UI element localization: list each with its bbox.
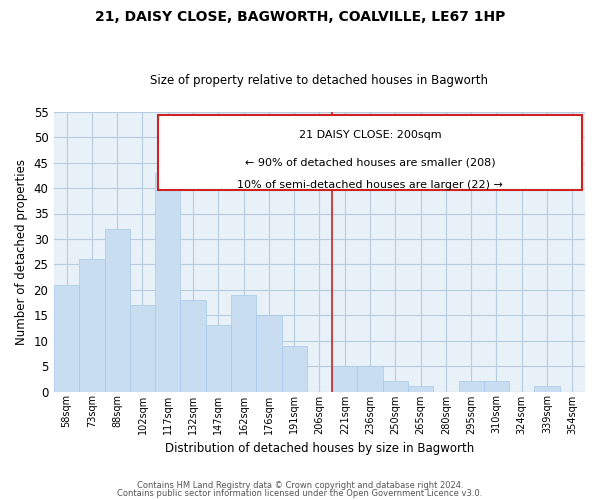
Bar xyxy=(358,366,383,392)
Text: 10% of semi-detached houses are larger (22) →: 10% of semi-detached houses are larger (… xyxy=(237,180,503,190)
Bar xyxy=(104,229,130,392)
Bar xyxy=(383,382,408,392)
Text: Contains public sector information licensed under the Open Government Licence v3: Contains public sector information licen… xyxy=(118,488,482,498)
Bar xyxy=(54,284,79,392)
Y-axis label: Number of detached properties: Number of detached properties xyxy=(15,158,28,344)
Bar xyxy=(155,173,181,392)
X-axis label: Distribution of detached houses by size in Bagworth: Distribution of detached houses by size … xyxy=(165,442,474,455)
Text: 21 DAISY CLOSE: 200sqm: 21 DAISY CLOSE: 200sqm xyxy=(299,130,441,140)
Bar xyxy=(332,366,358,392)
Bar xyxy=(181,300,206,392)
Text: Contains HM Land Registry data © Crown copyright and database right 2024.: Contains HM Land Registry data © Crown c… xyxy=(137,481,463,490)
Bar xyxy=(79,260,104,392)
Bar xyxy=(535,386,560,392)
Bar xyxy=(408,386,433,392)
Bar xyxy=(206,326,231,392)
Bar xyxy=(484,382,509,392)
Bar xyxy=(256,315,281,392)
Bar xyxy=(130,305,155,392)
Text: 21, DAISY CLOSE, BAGWORTH, COALVILLE, LE67 1HP: 21, DAISY CLOSE, BAGWORTH, COALVILLE, LE… xyxy=(95,10,505,24)
Bar xyxy=(281,346,307,392)
FancyBboxPatch shape xyxy=(158,114,583,190)
Title: Size of property relative to detached houses in Bagworth: Size of property relative to detached ho… xyxy=(151,74,488,87)
Bar xyxy=(231,295,256,392)
Text: ← 90% of detached houses are smaller (208): ← 90% of detached houses are smaller (20… xyxy=(245,158,495,168)
Bar xyxy=(458,382,484,392)
